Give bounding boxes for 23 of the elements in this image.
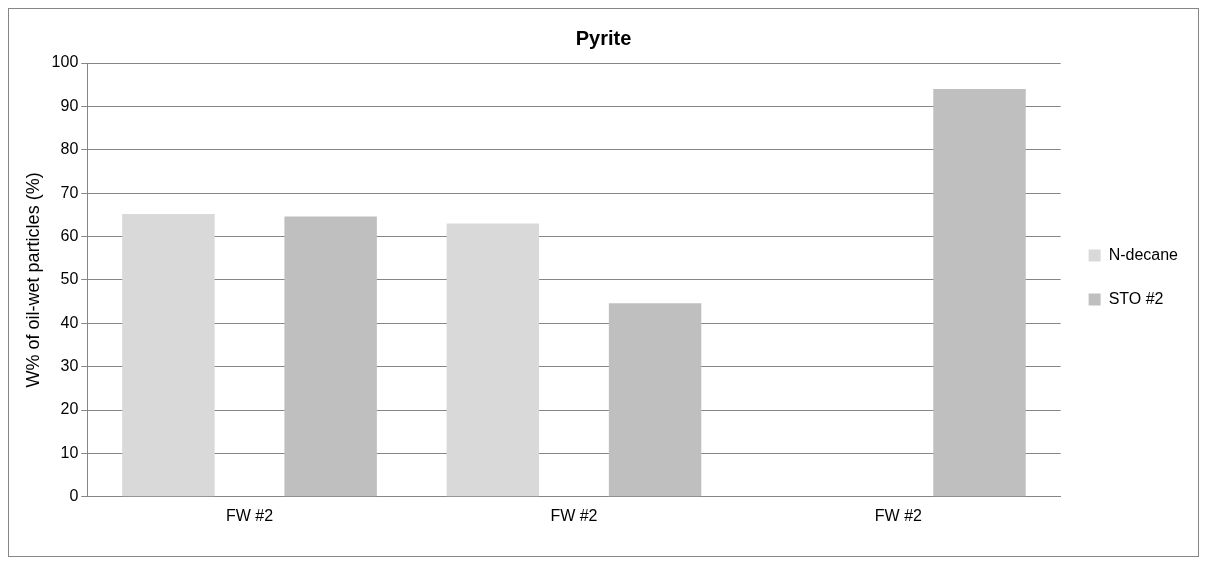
y-tick-label: 20 xyxy=(60,400,79,418)
y-tick-label: 50 xyxy=(60,270,79,288)
y-tick-label: 90 xyxy=(60,96,79,114)
legend-label: STO #2 xyxy=(1108,289,1164,307)
y-axis-title: W% of oil-wet particles (%) xyxy=(22,172,43,388)
chart-title: Pyrite xyxy=(575,26,632,49)
y-tick-label: 100 xyxy=(51,53,79,71)
y-tick-label: 0 xyxy=(69,487,79,505)
x-tick-label: FW #2 xyxy=(550,506,598,524)
bar xyxy=(284,216,377,497)
bar xyxy=(933,89,1026,497)
y-tick-label: 40 xyxy=(60,313,79,331)
y-tick-label: 10 xyxy=(60,443,79,461)
x-tick-label: FW #2 xyxy=(874,506,923,524)
y-tick-label: 30 xyxy=(60,357,79,375)
y-tick-label: 80 xyxy=(60,140,79,158)
y-tick-label: 70 xyxy=(60,183,79,201)
bar xyxy=(122,213,215,497)
bar xyxy=(608,303,702,497)
legend-label: N-decane xyxy=(1108,245,1179,263)
y-tick-label: 60 xyxy=(60,226,79,244)
bar xyxy=(446,223,540,497)
x-tick-label: FW #2 xyxy=(225,506,274,524)
